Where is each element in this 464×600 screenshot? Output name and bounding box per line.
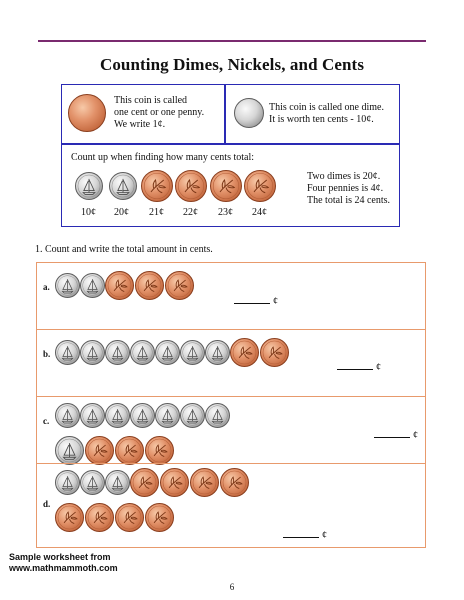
answer-blank-a[interactable]: ¢: [234, 294, 278, 307]
penny-coin-icon: [68, 94, 106, 132]
dime-icon: [155, 403, 180, 428]
count-label-1: 10¢: [81, 207, 96, 218]
dime-icon: [55, 273, 80, 298]
penny-icon: [165, 271, 194, 300]
dime-icon: [105, 470, 130, 495]
dime-icon: [109, 172, 137, 200]
penny-icon: [220, 468, 249, 497]
cent-symbol-b: ¢: [376, 362, 381, 373]
row-letter-d: d.: [43, 499, 51, 509]
info-divider-vertical: [224, 85, 226, 143]
count-label-3: 21¢: [149, 207, 164, 218]
penny-icon: [85, 503, 114, 532]
dime-icon: [80, 273, 105, 298]
penny-icon: [145, 503, 174, 532]
row-letter-c: c.: [43, 416, 50, 426]
penny-icon: [244, 170, 276, 202]
exercise-row-d: d. ¢: [36, 463, 426, 548]
count-label-2: 20¢: [114, 207, 129, 218]
dime-icon: [105, 340, 130, 365]
dime-description-2: It is worth ten cents - 10¢.: [269, 114, 374, 125]
dime-icon: [205, 340, 230, 365]
penny-icon: [141, 170, 173, 202]
exercise-row-a: a. ¢: [36, 262, 426, 330]
exercise-row-c: c. ¢: [36, 396, 426, 465]
penny-icon: [210, 170, 242, 202]
penny-icon: [135, 271, 164, 300]
footer-line-2: www.mathmammoth.com: [9, 563, 118, 573]
penny-icon: [85, 436, 114, 465]
cent-symbol-d: ¢: [322, 530, 327, 541]
answer-blank-b[interactable]: ¢: [337, 360, 381, 373]
cent-symbol-c: ¢: [413, 430, 418, 441]
footer-line-1: Sample worksheet from: [9, 552, 111, 562]
exercise-instruction: 1. Count and write the total amount in c…: [35, 244, 213, 255]
count-label-5: 23¢: [218, 207, 233, 218]
count-up-label: Count up when finding how many cents tot…: [71, 152, 255, 163]
penny-icon: [260, 338, 289, 367]
answer-blank-d[interactable]: ¢: [283, 528, 327, 541]
dime-icon: [80, 340, 105, 365]
page-title: Counting Dimes, Nickels, and Cents: [99, 55, 365, 74]
dime-coin-icon: [234, 98, 264, 128]
answer-blank-c[interactable]: ¢: [374, 428, 418, 441]
footer: Sample worksheet from www.mathmammoth.co…: [9, 552, 118, 574]
dime-icon: [130, 340, 155, 365]
dime-icon: [180, 340, 205, 365]
summary-3: The total is 24 cents.: [307, 195, 391, 206]
dime-icon: [55, 340, 80, 365]
summary-1: Two dimes is 20¢.: [307, 171, 381, 182]
dime-icon: [55, 470, 80, 495]
info-box: This coin is called one cent or one penn…: [61, 84, 400, 227]
dime-description-1: This coin is called one dime.: [269, 102, 384, 113]
penny-description-1: This coin is called: [114, 95, 188, 106]
dime-icon: [55, 403, 80, 428]
count-label-4: 22¢: [183, 207, 198, 218]
penny-description-2: one cent or one penny.: [114, 107, 205, 118]
penny-icon: [130, 468, 159, 497]
penny-icon: [115, 503, 144, 532]
penny-icon: [145, 436, 174, 465]
dime-icon: [180, 403, 205, 428]
summary-2: Four pennies is 4¢.: [307, 183, 384, 194]
penny-icon: [230, 338, 259, 367]
dime-icon: [55, 436, 84, 465]
penny-icon: [55, 503, 84, 532]
row-letter-b: b.: [43, 349, 51, 359]
dime-icon: [105, 403, 130, 428]
dime-icon: [130, 403, 155, 428]
info-divider-horizontal: [62, 143, 399, 145]
dime-icon: [155, 340, 180, 365]
penny-icon: [115, 436, 144, 465]
penny-icon: [190, 468, 219, 497]
dime-icon: [75, 172, 103, 200]
penny-icon: [105, 271, 134, 300]
dime-icon: [80, 403, 105, 428]
cent-symbol-a: ¢: [273, 296, 278, 307]
top-rule: [38, 40, 426, 42]
page-number: 6: [229, 582, 235, 592]
dime-icon: [205, 403, 230, 428]
row-letter-a: a.: [43, 282, 50, 292]
dime-icon: [80, 470, 105, 495]
penny-description-3: We write 1¢.: [114, 119, 166, 130]
penny-icon: [175, 170, 207, 202]
penny-icon: [160, 468, 189, 497]
count-label-6: 24¢: [252, 207, 267, 218]
exercise-row-b: b. ¢: [36, 329, 426, 397]
